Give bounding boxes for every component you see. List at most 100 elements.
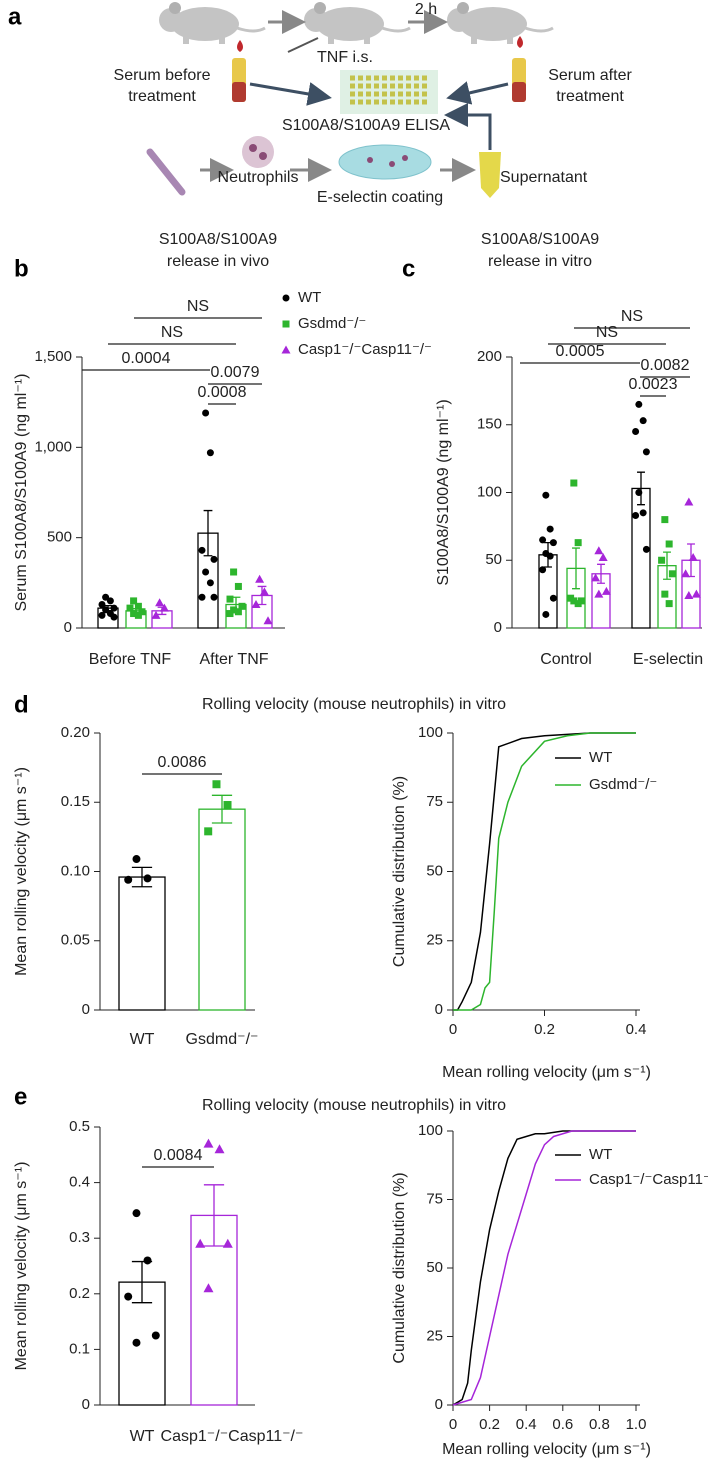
y-tick-label: 0.15 xyxy=(61,793,90,810)
data-point xyxy=(539,566,547,574)
y-tick-label: 0 xyxy=(494,619,502,636)
data-point xyxy=(635,489,643,496)
legend-marker xyxy=(281,345,291,354)
y-axis-label: Serum S100A8/S100A9 (ng ml⁻¹) xyxy=(13,374,30,612)
y-tick-label: 100 xyxy=(418,1122,443,1139)
y-axis-label: Mean rolling velocity (μm s⁻¹) xyxy=(13,767,30,976)
legend-label: WT xyxy=(298,289,321,306)
data-point xyxy=(238,602,246,610)
serum-label: Serum before xyxy=(114,67,211,84)
data-point xyxy=(134,602,142,610)
data-point xyxy=(132,1338,141,1347)
y-tick-label: 200 xyxy=(477,348,502,365)
significance-label: 0.0079 xyxy=(211,364,260,381)
data-point xyxy=(143,1256,152,1265)
x-tick-label: 0 xyxy=(449,1021,457,1038)
data-point xyxy=(591,573,601,582)
mouse-icon xyxy=(302,0,412,46)
x-tick-label: 1.0 xyxy=(626,1416,647,1433)
y-tick-label: 0 xyxy=(435,1001,443,1018)
data-point xyxy=(234,582,242,590)
data-point xyxy=(203,1283,214,1293)
y-axis-label: Cumulative distribution (%) xyxy=(391,1172,408,1363)
data-point xyxy=(132,855,141,864)
supernatant-tube xyxy=(479,152,501,198)
y-tick-label: 25 xyxy=(426,932,443,949)
significance-label: NS xyxy=(187,298,209,315)
line-series xyxy=(453,732,636,1011)
coating-label: E-selectin coating xyxy=(317,189,443,206)
data-point xyxy=(642,448,650,456)
y-tick-label: 0 xyxy=(435,1396,443,1413)
data-point xyxy=(230,568,238,576)
data-point xyxy=(259,587,269,596)
legend-label: Gsdmd⁻/⁻ xyxy=(589,776,657,793)
y-tick-label: 50 xyxy=(485,551,502,568)
dish xyxy=(338,144,432,180)
data-point xyxy=(598,553,608,562)
data-point xyxy=(110,613,118,621)
data-point xyxy=(102,593,110,601)
y-tick-label: 0.2 xyxy=(69,1285,90,1302)
data-point xyxy=(661,590,669,598)
significance-label: 0.0008 xyxy=(198,384,247,401)
line-series xyxy=(452,1130,636,1406)
data-point xyxy=(226,595,234,603)
data-point xyxy=(198,546,206,554)
data-point xyxy=(546,552,554,560)
error-bar xyxy=(663,551,671,580)
error-bar xyxy=(203,509,213,557)
interval: 2 h xyxy=(415,1,437,18)
x-tick-label: E-selectin xyxy=(633,651,703,668)
data-point xyxy=(230,606,238,614)
tube xyxy=(232,82,246,102)
data-point xyxy=(202,409,210,417)
data-point xyxy=(542,491,550,499)
significance-label: 0.0004 xyxy=(122,350,171,367)
data-point xyxy=(212,780,221,789)
legend-label: Casp1⁻/⁻Casp11⁻/⁻ xyxy=(298,341,432,358)
data-point xyxy=(102,606,110,614)
data-point xyxy=(126,604,134,612)
data-point xyxy=(204,827,213,836)
y-tick-label: 50 xyxy=(426,862,443,879)
plate-wells xyxy=(350,75,430,105)
legend-label: WT xyxy=(589,749,612,766)
y-tick-label: 1,000 xyxy=(34,438,72,455)
serum-label: treatment xyxy=(128,88,196,105)
panel-label: a xyxy=(8,3,22,30)
x-tick-label: 0 xyxy=(449,1416,457,1433)
y-tick-label: 0 xyxy=(64,619,72,636)
data-point xyxy=(542,610,550,618)
arrow xyxy=(444,103,492,150)
legend-marker xyxy=(282,294,290,302)
data-point xyxy=(130,597,138,605)
y-axis-label: S100A8/S100A9 (ng ml⁻¹) xyxy=(435,399,452,585)
data-point xyxy=(110,604,118,612)
line-series xyxy=(452,1130,636,1406)
y-tick-label: 50 xyxy=(426,1259,443,1276)
legend-label: WT xyxy=(589,1146,612,1163)
assay-label: S100A8/S100A9 ELISA xyxy=(282,117,450,134)
data-point xyxy=(155,598,165,607)
tube xyxy=(512,82,526,102)
significance-label: 0.0084 xyxy=(154,1147,203,1164)
chart-title: release in vivo xyxy=(167,253,269,270)
blood-drop xyxy=(237,40,243,52)
legend-label: Casp1⁻/⁻Casp11⁻/⁻ xyxy=(589,1171,708,1188)
data-point xyxy=(574,600,582,608)
x-tick-label: 0.2 xyxy=(479,1416,500,1433)
x-axis-label: Mean rolling velocity (μm s⁻¹) xyxy=(442,1064,651,1081)
bar xyxy=(198,808,246,1011)
data-point xyxy=(202,568,210,576)
injection: TNF i.s. xyxy=(317,49,373,66)
x-tick-label: WT xyxy=(130,1428,155,1445)
significance-label: NS xyxy=(596,324,618,341)
y-tick-label: 500 xyxy=(47,529,72,546)
data-point xyxy=(234,608,242,616)
y-tick-label: 0.4 xyxy=(69,1174,90,1191)
data-point xyxy=(539,536,547,544)
panel-label: b xyxy=(14,255,29,282)
y-tick-label: 0.1 xyxy=(69,1340,90,1357)
y-tick-label: 0 xyxy=(82,1396,90,1413)
